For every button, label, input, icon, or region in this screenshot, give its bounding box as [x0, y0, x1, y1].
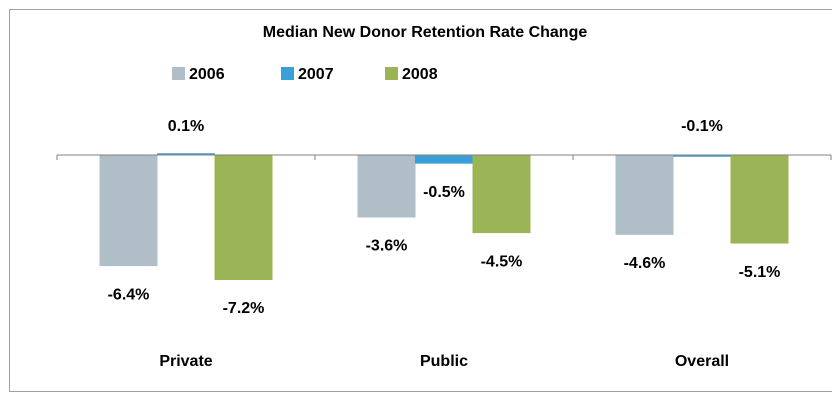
- data-label: -5.1%: [739, 264, 781, 281]
- x-tick-label: Overall: [675, 353, 729, 370]
- bar: [673, 155, 731, 157]
- legend-label: 2007: [298, 66, 334, 83]
- chart-title: Median New Donor Retention Rate Change: [263, 24, 588, 41]
- x-tick-label: Public: [420, 353, 468, 370]
- data-label: -6.4%: [108, 286, 150, 303]
- data-label: -0.5%: [423, 184, 465, 201]
- bar: [214, 155, 273, 280]
- x-tick-label: Private: [159, 353, 212, 370]
- data-label: -4.6%: [624, 255, 666, 272]
- bar: [357, 155, 416, 218]
- bar: [472, 155, 531, 234]
- bar: [730, 155, 789, 244]
- legend-swatch: [172, 67, 185, 80]
- legend-label: 2008: [402, 66, 438, 83]
- bar: [615, 155, 674, 235]
- bar: [415, 155, 473, 164]
- legend-swatch: [281, 67, 294, 80]
- bar: [157, 153, 215, 155]
- data-label: 0.1%: [168, 118, 204, 135]
- data-label: -0.1%: [681, 118, 723, 135]
- bar: [99, 155, 158, 267]
- data-label: -4.5%: [481, 253, 523, 270]
- data-label: -7.2%: [223, 300, 265, 317]
- data-label: -3.6%: [366, 238, 408, 255]
- legend-label: 2006: [189, 66, 225, 83]
- legend-swatch: [385, 67, 398, 80]
